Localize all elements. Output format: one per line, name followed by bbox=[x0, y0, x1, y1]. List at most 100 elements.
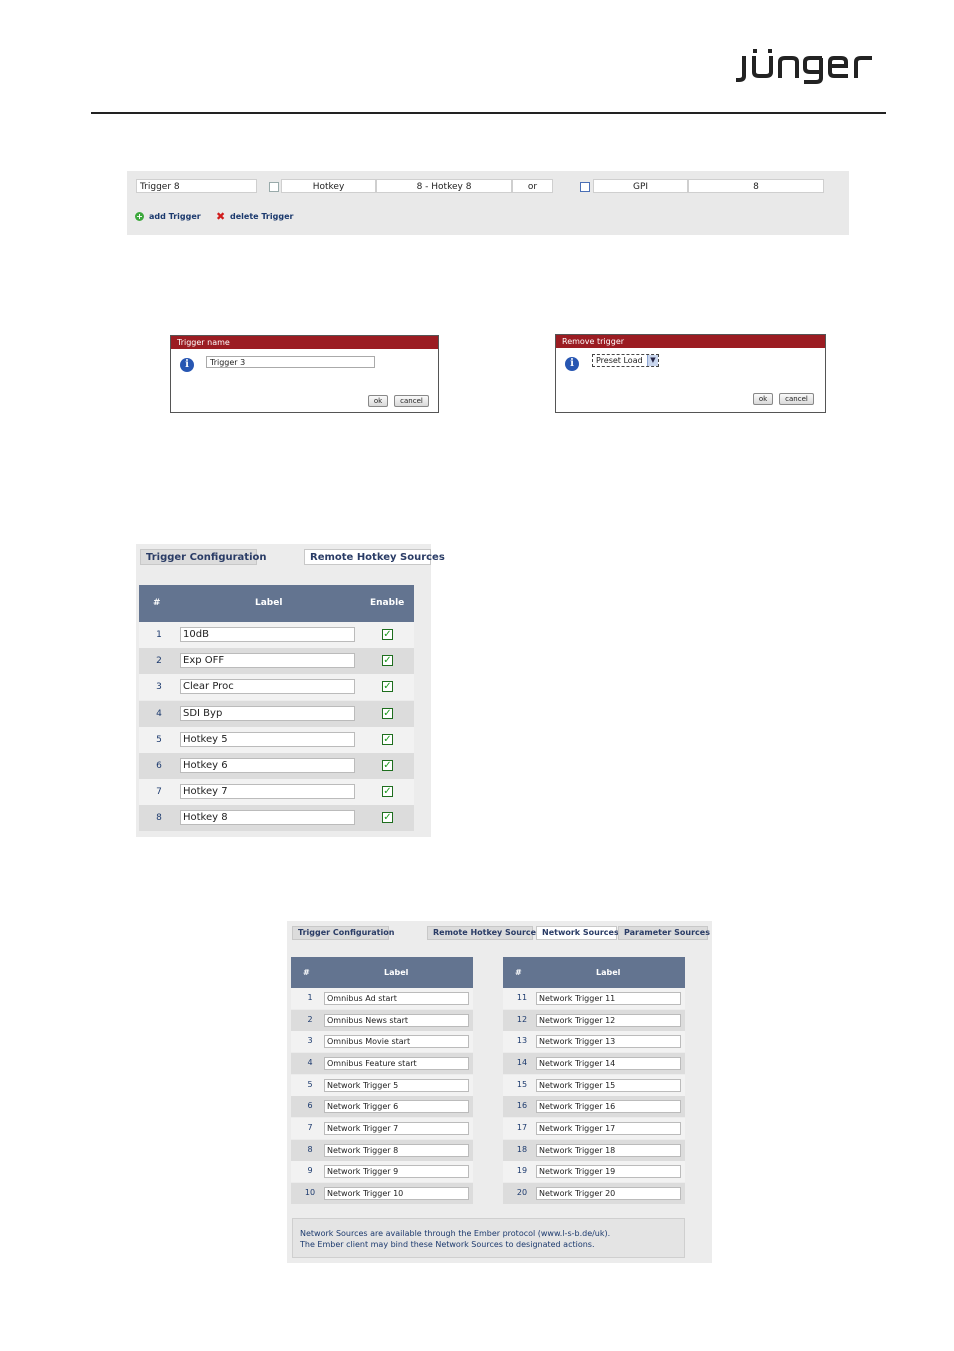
table-row: 13 Network Trigger 13 bbox=[503, 1031, 685, 1053]
note-line: Network Sources are available through th… bbox=[300, 1229, 611, 1238]
table-row: 5 Hotkey 5 ✓ bbox=[139, 726, 414, 753]
label-input[interactable]: Network Trigger 18 bbox=[536, 1143, 681, 1157]
trigger-name-dialog: Trigger name i Trigger 3 ok cancel bbox=[170, 335, 439, 413]
table-row: 5 Network Trigger 5 bbox=[291, 1074, 473, 1096]
label-input[interactable]: Network Trigger 17 bbox=[536, 1121, 681, 1135]
trigger-name-field[interactable]: Trigger 8 bbox=[136, 179, 257, 193]
label-input[interactable]: Hotkey 5 bbox=[180, 731, 355, 747]
label-input[interactable]: Hotkey 6 bbox=[180, 758, 355, 773]
trigger-row-panel: Trigger 8 Hotkey 8 - Hotkey 8 or GPI 8 +… bbox=[127, 171, 849, 235]
enable-checkbox[interactable]: ✓ bbox=[382, 760, 393, 771]
header-rule bbox=[91, 112, 886, 114]
table-row: 11 Network Trigger 11 bbox=[503, 988, 685, 1009]
hotkey-type-field[interactable]: Hotkey bbox=[281, 179, 376, 193]
label-input[interactable]: Omnibus Movie start bbox=[324, 1035, 469, 1049]
label-input[interactable]: Network Trigger 19 bbox=[536, 1165, 681, 1179]
label-input[interactable]: Network Trigger 10 bbox=[324, 1186, 469, 1200]
row-number: 8 bbox=[307, 1144, 313, 1154]
gpi-value-field[interactable]: 8 bbox=[688, 179, 824, 193]
trigger-select[interactable]: Preset Load ▼ bbox=[592, 354, 659, 367]
gpi-checkbox[interactable] bbox=[580, 182, 590, 192]
enable-checkbox[interactable]: ✓ bbox=[382, 786, 393, 798]
ok-button[interactable]: ok bbox=[368, 395, 388, 407]
label-input[interactable]: Network Trigger 12 bbox=[536, 1013, 681, 1027]
label-input[interactable]: Clear Proc bbox=[180, 679, 355, 695]
table-row: 6 Hotkey 6 ✓ bbox=[139, 753, 414, 779]
table-row: 7 Network Trigger 7 bbox=[291, 1117, 473, 1139]
add-icon[interactable]: + bbox=[135, 212, 144, 221]
table-row: 10 Network Trigger 10 bbox=[291, 1182, 473, 1204]
label-input[interactable]: Hotkey 8 bbox=[180, 810, 355, 826]
row-number: 5 bbox=[156, 734, 162, 745]
label-input[interactable]: Omnibus Feature start bbox=[324, 1056, 469, 1070]
chevron-down-icon[interactable]: ▼ bbox=[647, 355, 658, 366]
label-input[interactable]: Exp OFF bbox=[180, 653, 355, 669]
row-number: 8 bbox=[156, 813, 162, 824]
cancel-button[interactable]: cancel bbox=[779, 393, 814, 405]
label-input[interactable]: Network Trigger 5 bbox=[324, 1078, 469, 1092]
enable-checkbox[interactable]: ✓ bbox=[382, 681, 393, 693]
label-input[interactable]: Network Trigger 16 bbox=[536, 1100, 681, 1114]
label-input[interactable]: Omnibus News start bbox=[324, 1013, 469, 1027]
label-input[interactable]: Network Trigger 20 bbox=[536, 1186, 681, 1200]
cancel-button[interactable]: cancel bbox=[394, 395, 429, 407]
delete-trigger-link[interactable]: delete Trigger bbox=[230, 212, 294, 221]
label-input[interactable]: Network Trigger 11 bbox=[536, 992, 681, 1005]
enable-checkbox[interactable]: ✓ bbox=[382, 812, 393, 824]
tab-network-sources[interactable]: Network Sources bbox=[536, 926, 619, 940]
column-num: # bbox=[303, 968, 310, 977]
hotkey-checkbox[interactable] bbox=[269, 182, 279, 192]
gpi-type-field[interactable]: GPI bbox=[593, 179, 688, 193]
hotkey-value-field[interactable]: 8 - Hotkey 8 bbox=[376, 179, 512, 193]
table-row: 18 Network Trigger 18 bbox=[503, 1139, 685, 1161]
column-num: # bbox=[153, 598, 161, 608]
table-row: 3 Clear Proc ✓ bbox=[139, 674, 414, 701]
label-input[interactable]: SDI Byp bbox=[180, 705, 355, 721]
enable-checkbox[interactable]: ✓ bbox=[382, 733, 393, 745]
label-input[interactable]: 10dB bbox=[180, 627, 355, 642]
row-number: 16 bbox=[516, 1101, 528, 1111]
table-row: 17 Network Trigger 17 bbox=[503, 1117, 685, 1139]
add-trigger-link[interactable]: add Trigger bbox=[149, 212, 201, 221]
enable-checkbox[interactable]: ✓ bbox=[382, 655, 393, 667]
ok-button[interactable]: ok bbox=[753, 393, 773, 405]
tab-trigger-configuration[interactable]: Trigger Configuration bbox=[292, 926, 394, 940]
row-number: 2 bbox=[156, 656, 162, 667]
label-input[interactable]: Network Trigger 13 bbox=[536, 1035, 681, 1049]
label-input[interactable]: Omnibus Ad start bbox=[324, 992, 469, 1005]
enable-checkbox[interactable]: ✓ bbox=[382, 629, 393, 640]
table-row: 19 Network Trigger 19 bbox=[503, 1161, 685, 1183]
label-input[interactable]: Network Trigger 7 bbox=[324, 1121, 469, 1135]
label-input[interactable]: Network Trigger 14 bbox=[536, 1056, 681, 1070]
label-input[interactable]: Hotkey 7 bbox=[180, 784, 355, 800]
table-row: 8 Hotkey 8 ✓ bbox=[139, 805, 414, 832]
row-number: 20 bbox=[516, 1187, 528, 1197]
tab-remote-hotkey-sources[interactable]: Remote Hotkey Sources bbox=[304, 549, 445, 565]
table-row: 14 Network Trigger 14 bbox=[503, 1052, 685, 1074]
tab-parameter-sources[interactable]: Parameter Sources bbox=[618, 926, 710, 940]
label-input[interactable]: Network Trigger 9 bbox=[324, 1165, 469, 1179]
label-input[interactable]: Network Trigger 15 bbox=[536, 1078, 681, 1092]
table-row: 15 Network Trigger 15 bbox=[503, 1074, 685, 1096]
row-number: 2 bbox=[307, 1014, 313, 1024]
right-table-header: # Label bbox=[503, 957, 685, 988]
row-number: 15 bbox=[516, 1079, 528, 1089]
remote-hotkey-panel: Trigger Configuration Remote Hotkey Sour… bbox=[136, 544, 445, 837]
column-label: Label bbox=[596, 968, 621, 977]
label-input[interactable]: Network Trigger 8 bbox=[324, 1143, 469, 1157]
junger-logo bbox=[736, 49, 872, 84]
trigger-name-input[interactable]: Trigger 3 bbox=[206, 356, 375, 368]
label-input[interactable]: Network Trigger 6 bbox=[324, 1100, 469, 1114]
remove-trigger-dialog: Remove trigger i Preset Load ▼ ok cancel bbox=[555, 334, 826, 413]
delete-icon[interactable]: ✖ bbox=[216, 210, 226, 223]
tab-trigger-configuration[interactable]: Trigger Configuration bbox=[140, 549, 267, 565]
table-row: 3 Omnibus Movie start bbox=[291, 1031, 473, 1053]
table-row: 4 Omnibus Feature start bbox=[291, 1052, 473, 1074]
table-row: 2 Omnibus News start bbox=[291, 1009, 473, 1031]
table-row: 16 Network Trigger 16 bbox=[503, 1096, 685, 1118]
enable-checkbox[interactable]: ✓ bbox=[382, 707, 393, 719]
row-number: 18 bbox=[516, 1144, 528, 1154]
operator-field[interactable]: or bbox=[512, 179, 553, 193]
tab-remote-hotkey-sources[interactable]: Remote Hotkey Sources bbox=[427, 926, 541, 940]
row-number: 12 bbox=[516, 1014, 528, 1024]
